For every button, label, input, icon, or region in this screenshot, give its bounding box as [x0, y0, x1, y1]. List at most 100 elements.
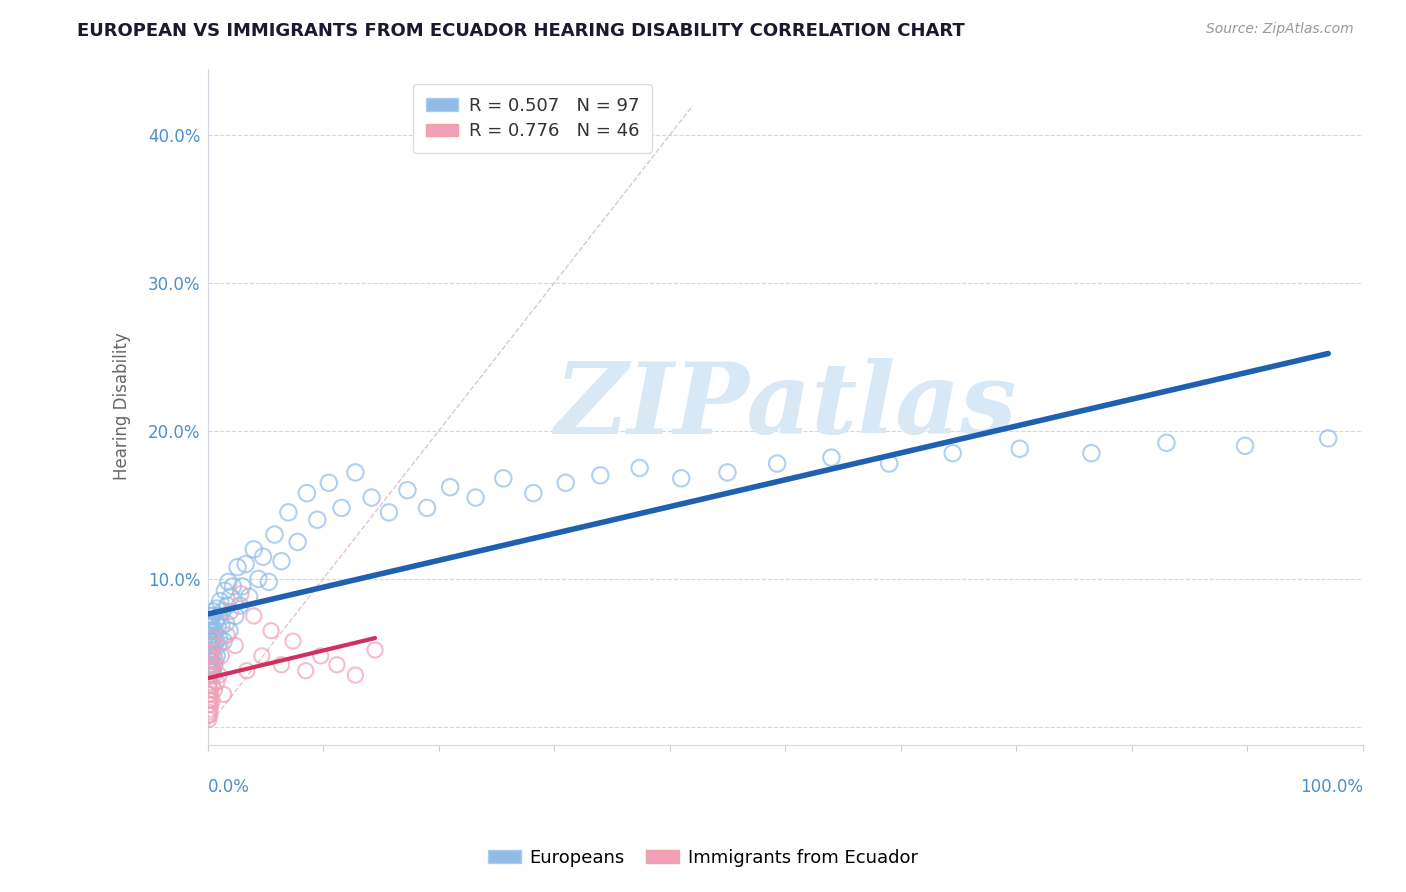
Point	[229, 587, 252, 601]
Point	[439, 480, 461, 494]
Point	[200, 634, 222, 648]
Point	[247, 572, 270, 586]
Point	[198, 708, 221, 723]
Point	[307, 513, 329, 527]
Point	[197, 705, 219, 719]
Point	[716, 466, 738, 480]
Point	[364, 643, 387, 657]
Point	[205, 648, 228, 663]
Point	[200, 624, 222, 638]
Point	[224, 639, 246, 653]
Point	[200, 613, 222, 627]
Point	[235, 557, 257, 571]
Point	[671, 471, 693, 485]
Point	[766, 457, 789, 471]
Point	[295, 486, 318, 500]
Point	[217, 628, 239, 642]
Point	[204, 682, 226, 697]
Point	[219, 605, 242, 619]
Point	[198, 653, 221, 667]
Point	[202, 664, 225, 678]
Y-axis label: Hearing Disability: Hearing Disability	[114, 333, 131, 481]
Point	[198, 619, 221, 633]
Point	[197, 678, 219, 692]
Point	[231, 579, 253, 593]
Legend: Europeans, Immigrants from Ecuador: Europeans, Immigrants from Ecuador	[481, 842, 925, 874]
Point	[522, 486, 544, 500]
Point	[200, 698, 222, 712]
Point	[207, 639, 229, 653]
Point	[236, 664, 259, 678]
Point	[198, 664, 221, 678]
Point	[198, 702, 221, 716]
Point	[209, 648, 232, 663]
Point	[207, 619, 229, 633]
Point	[257, 574, 280, 589]
Point	[198, 668, 221, 682]
Text: ZIPatlas: ZIPatlas	[554, 359, 1017, 455]
Point	[309, 648, 332, 663]
Point	[217, 574, 239, 589]
Point	[205, 601, 228, 615]
Point	[208, 668, 231, 682]
Point	[214, 583, 236, 598]
Point	[204, 613, 226, 627]
Point	[200, 668, 222, 682]
Point	[198, 648, 221, 663]
Point	[589, 468, 612, 483]
Point	[294, 664, 316, 678]
Point	[277, 505, 299, 519]
Point	[204, 624, 226, 638]
Point	[197, 628, 219, 642]
Point	[201, 693, 224, 707]
Point	[198, 631, 221, 645]
Point	[197, 616, 219, 631]
Point	[224, 609, 246, 624]
Point	[238, 590, 260, 604]
Point	[200, 653, 222, 667]
Point	[197, 713, 219, 727]
Point	[201, 657, 224, 672]
Point	[204, 657, 226, 672]
Point	[226, 560, 249, 574]
Point	[396, 483, 419, 498]
Point	[198, 693, 221, 707]
Point	[260, 624, 283, 638]
Point	[492, 471, 515, 485]
Point	[242, 609, 264, 624]
Point	[201, 678, 224, 692]
Point	[360, 491, 382, 505]
Point	[197, 634, 219, 648]
Point	[200, 664, 222, 678]
Point	[202, 631, 225, 645]
Point	[197, 668, 219, 682]
Point	[197, 708, 219, 723]
Point	[464, 491, 486, 505]
Point	[344, 466, 367, 480]
Point	[202, 639, 225, 653]
Point	[215, 616, 238, 631]
Point	[326, 657, 349, 672]
Point	[281, 634, 304, 648]
Point	[219, 590, 242, 604]
Point	[197, 624, 219, 638]
Point	[198, 609, 221, 624]
Point	[209, 619, 232, 633]
Point	[628, 461, 651, 475]
Point	[416, 500, 439, 515]
Point	[198, 639, 221, 653]
Point	[198, 661, 221, 675]
Point	[202, 648, 225, 663]
Point	[1234, 439, 1257, 453]
Point	[197, 698, 219, 712]
Point	[204, 639, 226, 653]
Point	[198, 682, 221, 697]
Text: 0.0%: 0.0%	[208, 778, 249, 796]
Point	[201, 639, 224, 653]
Point	[200, 631, 222, 645]
Point	[218, 624, 240, 638]
Point	[204, 653, 226, 667]
Point	[212, 687, 235, 701]
Point	[1008, 442, 1031, 456]
Point	[242, 542, 264, 557]
